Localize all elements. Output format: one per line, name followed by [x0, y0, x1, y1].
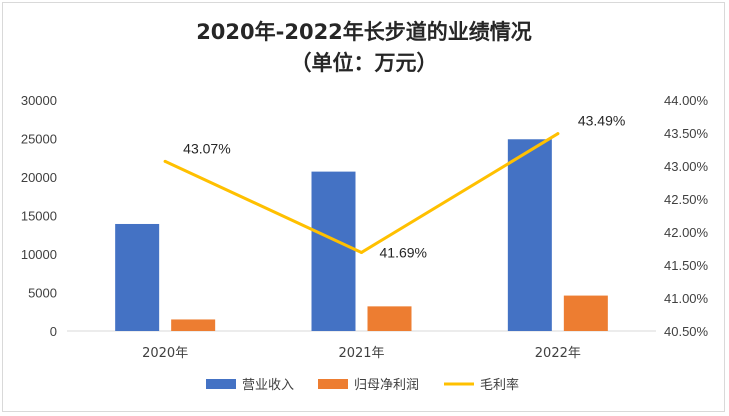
gross-margin-data-label: 43.49% [578, 113, 625, 129]
y-tick-label: 25000 [21, 132, 57, 147]
y2-tick-label: 42.50% [664, 192, 709, 207]
gross-margin-point [556, 132, 560, 136]
y2-tick-label: 41.00% [664, 291, 709, 306]
x-category-label: 2020年 [142, 346, 188, 361]
y-tick-label: 30000 [21, 93, 57, 108]
chart-frame [2, 2, 725, 412]
category-labels: 2020年 2021年 2022年 [142, 346, 581, 361]
y2-tick-label: 41.50% [664, 258, 709, 273]
y2-tick-label: 42.00% [664, 225, 709, 240]
left-axis-ticks: 0 5000 10000 15000 20000 25000 30000 [21, 93, 57, 339]
legend: 营业收入 归母净利润 毛利率 [206, 377, 519, 393]
bar-series [115, 139, 608, 331]
chart-title: 2020年-2022年长步道的业绩情况 [196, 20, 532, 44]
right-axis-ticks: 40.50% 41.00% 41.50% 42.00% 42.50% 43.00% 43.5… [664, 93, 709, 339]
gross-margin-data-label: 41.69% [380, 244, 427, 260]
bar-revenue [115, 223, 160, 331]
y-tick-label: 5000 [28, 286, 57, 301]
bar-revenue [507, 139, 552, 331]
bar-net-profit [563, 295, 608, 331]
y2-tick-label: 43.50% [664, 126, 709, 141]
y-tick-label: 20000 [21, 170, 57, 185]
y-tick-label: 15000 [21, 209, 57, 224]
legend-label: 毛利率 [480, 377, 519, 393]
bar-revenue [311, 171, 356, 331]
y2-tick-label: 43.00% [664, 159, 709, 174]
bar-net-profit [367, 306, 412, 331]
y2-tick-label: 44.00% [664, 93, 709, 108]
gross-margin-data-label: 43.07% [183, 140, 230, 156]
y2-tick-label: 40.50% [664, 324, 709, 339]
gross-margin-point [163, 159, 167, 163]
y-tick-label: 10000 [21, 247, 57, 262]
bar-net-profit [171, 319, 216, 331]
x-category-label: 2021年 [338, 346, 384, 361]
gross-margin-point [360, 250, 363, 254]
legend-label: 归母净利润 [354, 378, 419, 393]
x-category-label: 2022年 [535, 346, 581, 361]
chart-subtitle: （单位：万元） [291, 51, 438, 75]
legend-swatch-net-profit [318, 379, 348, 389]
y-tick-label: 0 [50, 324, 57, 339]
line-series: 43.07% 41.69% 43.49% [163, 113, 625, 260]
legend-swatch-revenue [206, 379, 236, 389]
legend-label: 营业收入 [242, 378, 294, 393]
